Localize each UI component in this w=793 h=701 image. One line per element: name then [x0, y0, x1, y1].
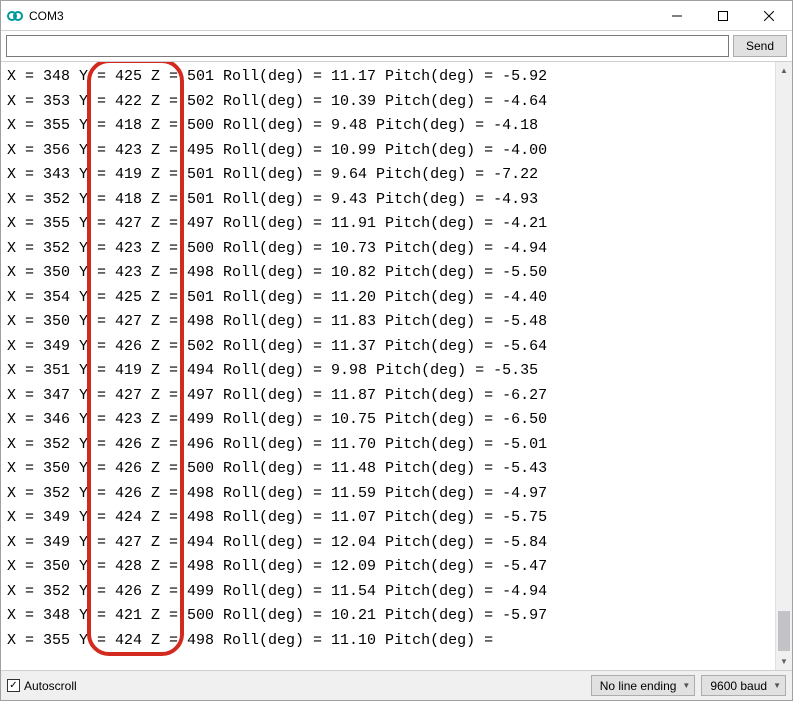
arduino-icon [7, 8, 23, 24]
window-title: COM3 [29, 9, 654, 23]
close-button[interactable] [746, 1, 792, 30]
chevron-down-icon: ▼ [682, 681, 690, 690]
titlebar[interactable]: COM3 [1, 1, 792, 31]
command-input[interactable] [6, 35, 729, 57]
scroll-up-icon[interactable]: ▲ [776, 62, 792, 79]
checkbox-icon: ✓ [7, 679, 20, 692]
serial-monitor-window: COM3 Send X = 348 Y = 425 Z = 501 Roll(d… [0, 0, 793, 701]
output-area: X = 348 Y = 425 Z = 501 Roll(deg) = 11.1… [1, 62, 792, 670]
line-ending-select[interactable]: No line ending ▼ [591, 675, 696, 696]
baud-select[interactable]: 9600 baud ▼ [701, 675, 786, 696]
autoscroll-checkbox[interactable]: ✓ Autoscroll [7, 679, 585, 693]
window-controls [654, 1, 792, 30]
bottom-bar: ✓ Autoscroll No line ending ▼ 9600 baud … [1, 670, 792, 700]
input-row: Send [1, 31, 792, 62]
vertical-scrollbar[interactable]: ▲ ▼ [775, 62, 792, 670]
scroll-down-icon[interactable]: ▼ [776, 653, 792, 670]
maximize-button[interactable] [700, 1, 746, 30]
baud-value: 9600 baud [710, 679, 767, 693]
scroll-thumb[interactable] [778, 611, 790, 651]
scroll-track[interactable] [776, 79, 792, 653]
serial-output[interactable]: X = 348 Y = 425 Z = 501 Roll(deg) = 11.1… [1, 62, 774, 670]
line-ending-value: No line ending [600, 679, 677, 693]
chevron-down-icon: ▼ [773, 681, 781, 690]
send-button[interactable]: Send [733, 35, 787, 57]
autoscroll-label: Autoscroll [24, 679, 77, 693]
minimize-button[interactable] [654, 1, 700, 30]
